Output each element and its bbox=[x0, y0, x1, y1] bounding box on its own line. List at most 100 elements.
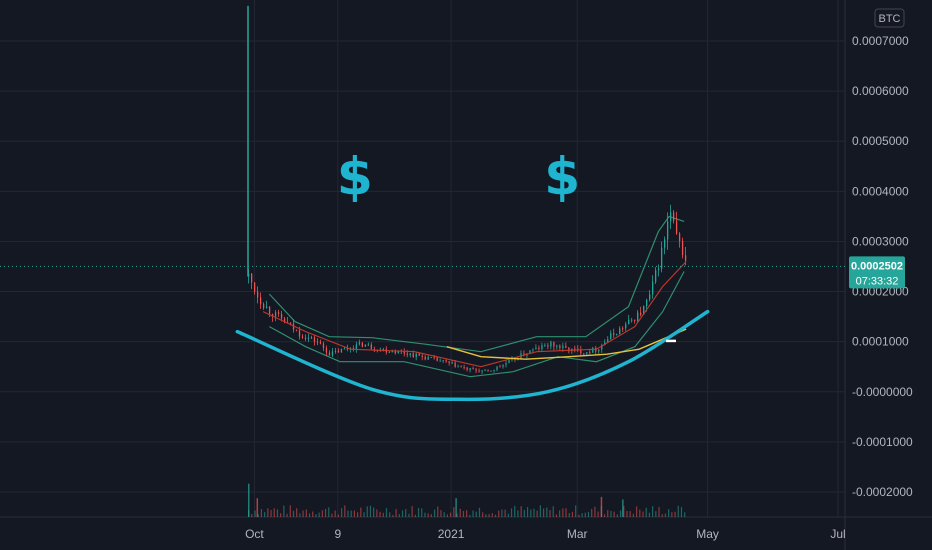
candle-body bbox=[304, 337, 307, 340]
candle-body bbox=[295, 329, 298, 331]
candle-body bbox=[529, 350, 531, 354]
candle-body bbox=[409, 353, 411, 355]
candle-body bbox=[592, 347, 594, 353]
volume-bar bbox=[292, 510, 295, 517]
candle-body bbox=[499, 366, 501, 368]
volume-bar bbox=[533, 508, 535, 517]
volume-bar bbox=[539, 505, 541, 517]
volume-bar bbox=[353, 510, 356, 517]
volume-bar bbox=[430, 514, 432, 517]
volume-bar bbox=[340, 508, 343, 517]
annotations: $ $ bbox=[337, 147, 676, 343]
currency-label: BTC bbox=[879, 13, 901, 25]
candle-body bbox=[265, 306, 268, 309]
candle-body bbox=[556, 345, 558, 347]
volume-bar bbox=[543, 508, 545, 517]
candle-body bbox=[481, 370, 483, 372]
candle-body bbox=[370, 344, 373, 349]
volume-bar bbox=[382, 512, 384, 517]
dollar-annotation: $ bbox=[337, 147, 373, 207]
candle-body bbox=[637, 312, 639, 322]
volume-bar bbox=[392, 514, 394, 517]
lower-band bbox=[269, 271, 685, 378]
candle-body bbox=[666, 221, 669, 240]
candle-body bbox=[424, 356, 426, 360]
volume-bar bbox=[276, 509, 279, 517]
volume-bar bbox=[459, 508, 461, 517]
candle-body bbox=[672, 212, 675, 221]
volume-bar bbox=[312, 511, 314, 517]
candle-body bbox=[502, 364, 504, 367]
volume-bar bbox=[357, 512, 359, 517]
volume-bar bbox=[629, 511, 631, 517]
volume-bar bbox=[455, 498, 457, 517]
candle-body bbox=[442, 360, 444, 362]
volume-bar bbox=[296, 508, 298, 517]
candle-body bbox=[271, 314, 274, 317]
price-marker bbox=[666, 339, 676, 343]
volume-bar bbox=[302, 510, 304, 517]
candle-body bbox=[436, 357, 438, 361]
volume-bar bbox=[350, 510, 352, 517]
candle-body bbox=[445, 360, 447, 362]
candle-body bbox=[607, 339, 609, 343]
candle-body bbox=[322, 343, 325, 349]
volume-bar bbox=[562, 508, 564, 517]
candle-body bbox=[586, 352, 588, 354]
candle-body bbox=[628, 319, 630, 325]
candle-body bbox=[475, 368, 477, 371]
volume-bar bbox=[610, 510, 612, 517]
candle-body bbox=[292, 323, 295, 330]
candle-body bbox=[663, 239, 666, 248]
ma-short-line bbox=[262, 261, 687, 368]
candle-body bbox=[619, 328, 621, 335]
volume-bar bbox=[635, 506, 638, 517]
volume-bar bbox=[526, 507, 529, 517]
volume-bar bbox=[369, 505, 372, 517]
candle-body bbox=[675, 220, 678, 234]
ma-long-line bbox=[446, 328, 687, 360]
volume-bar bbox=[254, 510, 256, 517]
candle-body bbox=[583, 353, 585, 355]
volume-bar bbox=[587, 511, 590, 517]
volume-bar bbox=[424, 512, 426, 517]
volume-bar bbox=[645, 507, 647, 517]
candle-body bbox=[631, 319, 633, 321]
candle-body bbox=[430, 357, 432, 359]
candle-body bbox=[643, 305, 645, 315]
volume-bar bbox=[376, 509, 378, 517]
candle-body bbox=[484, 369, 486, 371]
volume-bar bbox=[549, 509, 551, 517]
candle-body bbox=[553, 341, 555, 347]
rounded-bottom-curve bbox=[235, 309, 710, 402]
candle-body bbox=[580, 349, 582, 354]
volume-bar bbox=[491, 513, 493, 517]
y-tick-label: -0.0000000 bbox=[852, 385, 913, 399]
candle-body bbox=[490, 370, 492, 372]
y-tick-label: 0.0004000 bbox=[852, 184, 909, 198]
volume-bar bbox=[256, 498, 259, 517]
candle-body bbox=[681, 241, 684, 256]
upper-band bbox=[268, 215, 685, 353]
candle-body bbox=[544, 345, 546, 347]
volume-bar bbox=[546, 507, 548, 517]
currency-badge[interactable]: BTC bbox=[874, 8, 905, 28]
volume-bar bbox=[401, 510, 404, 517]
candle-body bbox=[427, 357, 429, 360]
candle-body bbox=[658, 268, 660, 271]
candle-body bbox=[517, 359, 519, 361]
candle-body bbox=[532, 349, 534, 351]
volume-bar bbox=[286, 513, 288, 517]
volume-bar bbox=[568, 512, 570, 517]
currency-badge-frame bbox=[874, 8, 905, 28]
candle-body bbox=[319, 342, 322, 344]
volume-bar bbox=[498, 510, 500, 517]
candle-body bbox=[684, 255, 687, 261]
volume-bar bbox=[652, 506, 654, 517]
volume-bar bbox=[507, 513, 509, 517]
volume-bar bbox=[600, 496, 603, 517]
volume-bar bbox=[530, 509, 532, 517]
candle-body bbox=[406, 353, 408, 355]
